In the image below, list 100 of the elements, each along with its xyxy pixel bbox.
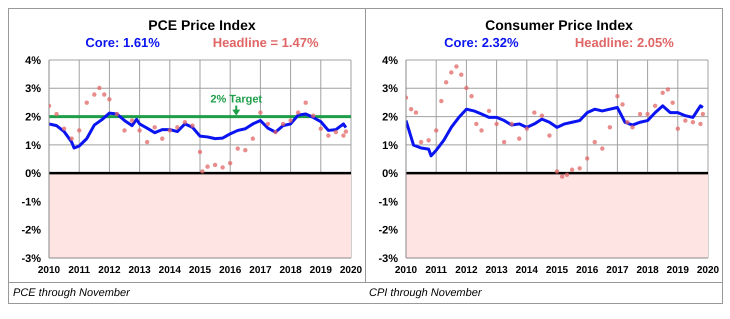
point xyxy=(414,110,418,115)
text: Core: 1.61% xyxy=(85,35,160,50)
point xyxy=(502,140,506,144)
x-tick-label: 2013 xyxy=(485,265,508,276)
point xyxy=(698,122,703,126)
y-tick-label: -1% xyxy=(378,196,398,208)
point xyxy=(408,107,414,112)
point xyxy=(250,136,256,141)
point xyxy=(464,86,469,90)
point xyxy=(198,150,202,154)
text: Headline = 1.47% xyxy=(212,35,319,50)
x-tick-label: 2020 xyxy=(340,265,363,276)
point xyxy=(107,97,112,102)
point xyxy=(494,122,499,126)
point xyxy=(97,86,102,90)
point xyxy=(630,125,635,130)
point xyxy=(130,118,134,123)
point xyxy=(517,136,522,141)
point xyxy=(459,72,464,77)
point xyxy=(676,126,680,131)
text: CPI through November xyxy=(369,287,483,299)
point xyxy=(152,125,157,130)
y-tick-label: 4% xyxy=(382,54,398,67)
point xyxy=(638,112,642,116)
point xyxy=(660,90,665,96)
point xyxy=(670,100,675,105)
y-tick-label: 1% xyxy=(382,140,398,152)
x-tick-label: 2013 xyxy=(128,265,152,276)
text: Headline: 2.05% xyxy=(574,35,674,50)
y-tick-label: 3% xyxy=(382,83,398,96)
point xyxy=(296,110,300,115)
point xyxy=(524,126,529,131)
chart-title: Consumer Price Index xyxy=(484,16,634,33)
x-tick-label: 2017 xyxy=(249,265,272,276)
point xyxy=(344,129,348,134)
point xyxy=(54,112,59,116)
ref-line-label: 2% Target xyxy=(210,94,262,106)
y-tick-label: 2% xyxy=(25,111,42,124)
point xyxy=(666,87,670,92)
point xyxy=(510,122,514,126)
point xyxy=(560,174,564,179)
x-tick-label: 2015 xyxy=(546,265,569,276)
line-series xyxy=(406,104,704,158)
point xyxy=(228,161,232,166)
x-tick-label: 2010 xyxy=(38,265,61,276)
point xyxy=(114,112,120,116)
x-tick-label: 2011 xyxy=(68,265,90,276)
x-tick-label: 2012 xyxy=(98,265,121,276)
point xyxy=(190,123,195,128)
point xyxy=(175,125,180,130)
point xyxy=(683,118,688,123)
point xyxy=(608,125,612,130)
point xyxy=(334,130,338,134)
point xyxy=(200,169,205,174)
text: Core: 2.32% xyxy=(444,35,519,50)
point xyxy=(434,128,438,133)
point xyxy=(547,133,552,138)
point xyxy=(273,130,278,134)
y-tick-label: 1% xyxy=(25,140,42,152)
y-tick-label: -2% xyxy=(21,224,42,237)
point xyxy=(84,100,89,105)
y-tick-label: 2% xyxy=(382,111,398,124)
x-tick-label: 2015 xyxy=(188,265,212,276)
point xyxy=(243,148,248,152)
x-tick-label: 2014 xyxy=(516,265,538,276)
x-tick-label: 2017 xyxy=(606,265,629,276)
y-tick-label: -3% xyxy=(378,252,398,265)
point xyxy=(700,112,706,116)
point xyxy=(469,94,474,98)
x-tick-label: 2018 xyxy=(279,265,302,276)
point xyxy=(418,140,424,144)
y-tick-label: 0% xyxy=(25,168,42,180)
point xyxy=(652,104,658,108)
x-tick-label: 2016 xyxy=(576,265,599,276)
x-tick-label: 2019 xyxy=(666,265,690,276)
point xyxy=(474,122,479,126)
y-tick-label: -3% xyxy=(21,252,42,265)
y-tick-label: 4% xyxy=(25,54,42,67)
point xyxy=(318,126,323,131)
point xyxy=(615,94,620,98)
point xyxy=(168,128,172,133)
point xyxy=(160,136,164,141)
point xyxy=(92,92,96,97)
x-tick-label: 2012 xyxy=(455,265,478,276)
point xyxy=(570,168,574,172)
point xyxy=(326,133,331,138)
point xyxy=(564,172,570,178)
line-series xyxy=(49,112,348,150)
point xyxy=(62,126,66,131)
point xyxy=(454,64,459,69)
point xyxy=(102,92,106,97)
point xyxy=(439,98,444,104)
point xyxy=(212,162,218,168)
point xyxy=(444,80,448,85)
chart-title: PCE Price Index xyxy=(147,16,257,33)
point xyxy=(426,138,431,143)
x-tick-label: 2010 xyxy=(394,265,418,276)
point xyxy=(144,140,150,144)
point xyxy=(182,120,188,124)
point xyxy=(690,120,696,124)
